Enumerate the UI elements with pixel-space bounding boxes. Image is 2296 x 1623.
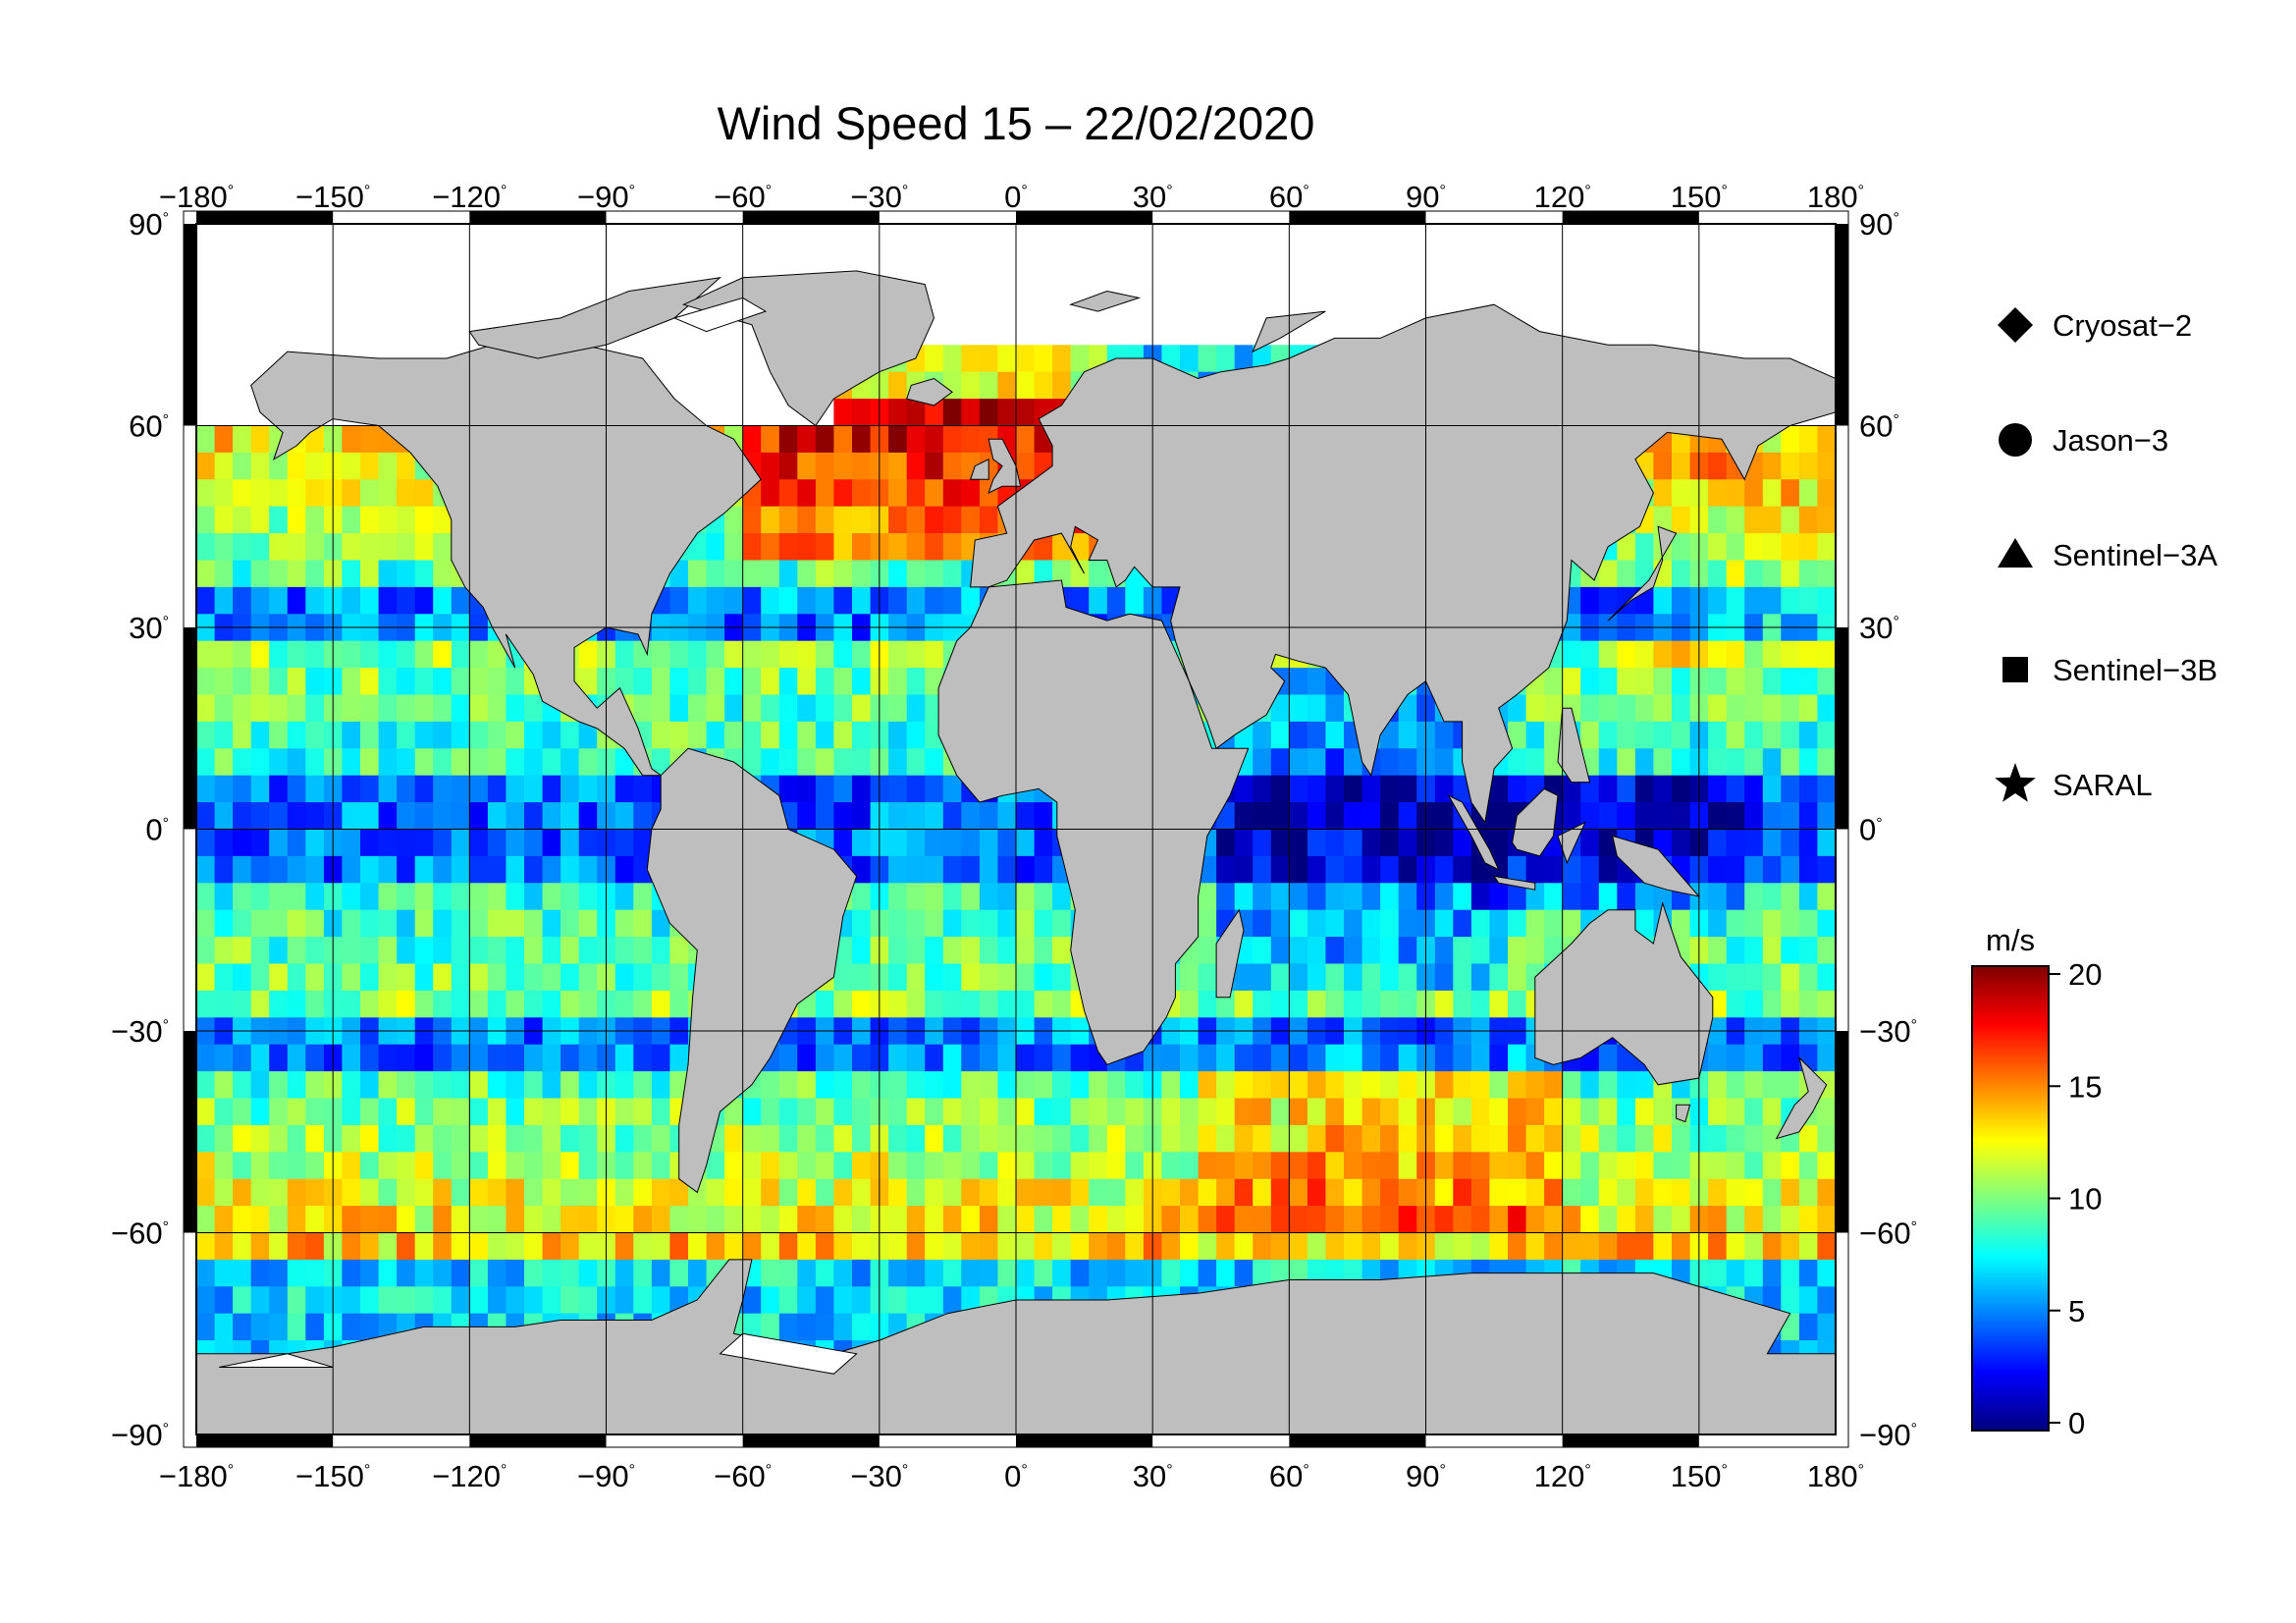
world-map bbox=[183, 210, 1849, 1448]
colorbar-tick-label: 15 bbox=[2068, 1069, 2102, 1104]
lon-label-bottom: −180° bbox=[159, 1459, 234, 1493]
legend-label: SARAL bbox=[2053, 768, 2153, 802]
lat-label-right: 90° bbox=[1859, 207, 1899, 242]
colorbar-unit: m/s bbox=[1986, 923, 2035, 957]
colorbar-tick-label: 20 bbox=[2068, 957, 2102, 992]
legend-label: Cryosat−2 bbox=[2053, 308, 2192, 343]
lon-label-bottom: −150° bbox=[295, 1459, 370, 1493]
lat-label-right: 30° bbox=[1859, 611, 1899, 645]
chart-title: Wind Speed 15 – 22/02/2020 bbox=[718, 97, 1315, 149]
lon-label-bottom: 180° bbox=[1807, 1459, 1864, 1493]
lat-label-left: −60° bbox=[111, 1217, 169, 1251]
colorbar-ticks: 0 5 10 15 20 bbox=[2049, 957, 2102, 1440]
lat-label-left: 60° bbox=[129, 409, 169, 444]
lon-label-bottom: 60° bbox=[1269, 1459, 1309, 1493]
lon-label-top: −60° bbox=[714, 180, 772, 214]
lon-label-bottom: 120° bbox=[1534, 1459, 1591, 1493]
colorbar: m/s 0 5 10 15 20 bbox=[1971, 923, 2102, 1440]
diamond-marker-icon bbox=[1998, 307, 2033, 343]
lon-label-top: −120° bbox=[432, 180, 507, 214]
lon-label-top: 150° bbox=[1671, 180, 1728, 214]
lon-label-top: 30° bbox=[1133, 180, 1173, 214]
colorbar-tick-label: 10 bbox=[2068, 1182, 2102, 1217]
colorbar-tick-label: 5 bbox=[2068, 1294, 2085, 1328]
legend-label: Sentinel−3A bbox=[2053, 538, 2217, 572]
lat-label-right: 60° bbox=[1859, 409, 1899, 444]
lat-label-right: −30° bbox=[1859, 1014, 1917, 1049]
lat-label-left: −90° bbox=[111, 1418, 169, 1452]
lat-label-left: 0° bbox=[145, 813, 169, 847]
lon-label-bottom: 90° bbox=[1406, 1459, 1446, 1493]
lon-label-top: 180° bbox=[1807, 180, 1864, 214]
legend-label: Sentinel−3B bbox=[2053, 653, 2217, 687]
lat-label-left: −30° bbox=[111, 1014, 169, 1049]
circle-marker-icon bbox=[1999, 423, 2032, 457]
square-marker-icon bbox=[2002, 657, 2028, 682]
lon-label-bottom: −60° bbox=[714, 1459, 772, 1493]
legend-label: Jason−3 bbox=[2053, 423, 2168, 458]
lon-label-bottom: −120° bbox=[432, 1459, 507, 1493]
lon-label-top: −90° bbox=[577, 180, 635, 214]
lon-label-bottom: −30° bbox=[850, 1459, 908, 1493]
map-frame-ticks bbox=[183, 210, 1849, 1448]
lon-label-top: −30° bbox=[850, 180, 908, 214]
lon-label-top: 90° bbox=[1406, 180, 1446, 214]
right-latitude-labels: 90° 60° 30° 0° −30° −60° −90° bbox=[1859, 207, 1917, 1452]
lon-label-top: 120° bbox=[1534, 180, 1591, 214]
top-longitude-labels: −180° −150° −120° −90° −60° −30° 0° 30° 60° 90° 12… bbox=[159, 180, 1864, 214]
lon-label-top: 60° bbox=[1269, 180, 1309, 214]
triangle-marker-icon bbox=[1998, 538, 2033, 568]
map-gridlines bbox=[196, 224, 1836, 1434]
star-marker-icon bbox=[1995, 763, 2036, 802]
lon-label-top: −150° bbox=[295, 180, 370, 214]
lat-label-left: 90° bbox=[129, 207, 169, 242]
lon-label-bottom: 30° bbox=[1133, 1459, 1173, 1493]
colorbar-tick-label: 0 bbox=[2068, 1406, 2085, 1440]
bottom-longitude-labels: −180° −150° −120° −90° −60° −30° 0° 30° 60° 90° 12… bbox=[159, 1459, 1864, 1493]
lat-label-left: 30° bbox=[129, 611, 169, 645]
lon-label-bottom: 0° bbox=[1004, 1459, 1028, 1493]
lon-label-bottom: 150° bbox=[1671, 1459, 1728, 1493]
lon-label-top: 0° bbox=[1004, 180, 1028, 214]
lat-label-right: −60° bbox=[1859, 1217, 1917, 1251]
lat-label-right: 0° bbox=[1859, 813, 1883, 847]
lon-label-top: −180° bbox=[159, 180, 234, 214]
lat-label-right: −90° bbox=[1859, 1418, 1917, 1452]
satellite-legend: Cryosat−2 Jason−3 Sentinel−3A Sentinel−3B SA… bbox=[1995, 307, 2217, 802]
lon-label-bottom: −90° bbox=[577, 1459, 635, 1493]
left-latitude-labels: 90° 60° 30° 0° −30° −60° −90° bbox=[111, 207, 169, 1452]
colorbar-gradient bbox=[1971, 965, 2050, 1432]
